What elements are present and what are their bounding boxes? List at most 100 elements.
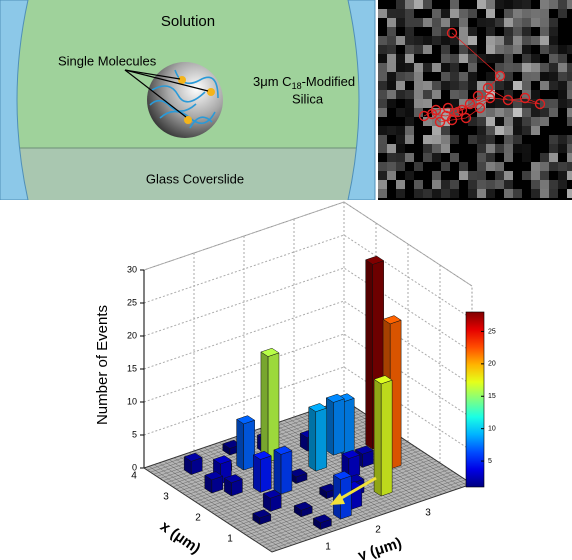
bar [263,490,281,512]
pixel [549,144,558,153]
bar-face [333,399,344,456]
bar-face [343,398,354,455]
pixel [459,162,468,171]
pixel [558,54,567,63]
pixel [423,144,432,153]
bar [224,474,242,496]
bar [274,446,292,494]
pixel [441,135,450,144]
pixel [450,135,459,144]
pixel [450,9,459,18]
pixel [486,108,495,117]
grid-line [144,202,472,286]
z-axis-label: Number of Events [94,305,111,425]
pixel [387,162,396,171]
pixel [423,81,432,90]
molecules-label: Single Molecules [58,53,157,68]
pixel [522,9,531,18]
pixel [513,135,522,144]
pixel [531,18,540,27]
pixel [495,36,504,45]
pixel [387,18,396,27]
pixel [567,0,572,9]
bar-face [326,398,333,455]
pixel [378,36,387,45]
pixel [378,171,387,180]
pixel [477,135,486,144]
pixel [504,135,513,144]
pixel [396,153,405,162]
pixel [504,189,513,198]
pixel [540,108,549,117]
pixel [513,108,522,117]
bar [237,416,255,471]
pixel [405,54,414,63]
silica-suffix: -Modified [302,74,355,89]
pixel [522,36,531,45]
pixel [540,153,549,162]
pixel [558,171,567,180]
pixel [504,45,513,54]
pixel [495,144,504,153]
pixel [522,72,531,81]
pixel [531,171,540,180]
pixel [549,135,558,144]
pixel [468,36,477,45]
pixel [531,63,540,72]
pixel [486,153,495,162]
bar [184,453,202,475]
pixel [405,63,414,72]
pixel [450,189,459,198]
pixel [387,54,396,63]
pixel [396,108,405,117]
pixel [378,99,387,108]
pixel [378,162,387,171]
x-axis-label: x (μm) [157,518,204,558]
pixel [504,18,513,27]
pixel [405,0,414,9]
pixel [414,45,423,54]
pixel [450,0,459,9]
pixel [558,0,567,9]
pixel [549,72,558,81]
pixel [549,108,558,117]
colorbar-tick-label: 20 [488,361,496,368]
bar [309,403,327,471]
pixel [387,27,396,36]
pixel [504,108,513,117]
pixel [567,45,572,54]
pixel [477,162,486,171]
pixel [378,45,387,54]
pixel [441,36,450,45]
pixel [486,162,495,171]
pixel [432,144,441,153]
pixel [504,153,513,162]
pixel [423,99,432,108]
pixel [414,180,423,189]
pixel [468,171,477,180]
pixel [522,0,531,9]
bar-face [309,407,316,471]
pixel [522,117,531,126]
pixel [486,180,495,189]
pixel [405,18,414,27]
pixel [486,117,495,126]
pixel [405,99,414,108]
pixel [486,144,495,153]
pixel [387,90,396,99]
pixel [396,144,405,153]
pixel [477,126,486,135]
pixel [495,81,504,90]
pixel [405,90,414,99]
pixel [522,126,531,135]
pixel [531,90,540,99]
pixel [540,0,549,9]
pixel [441,9,450,18]
pixel [441,162,450,171]
pixel [558,144,567,153]
pixel [549,63,558,72]
pixel [540,63,549,72]
pixel [549,27,558,36]
pixel [378,144,387,153]
pixel [567,144,572,153]
